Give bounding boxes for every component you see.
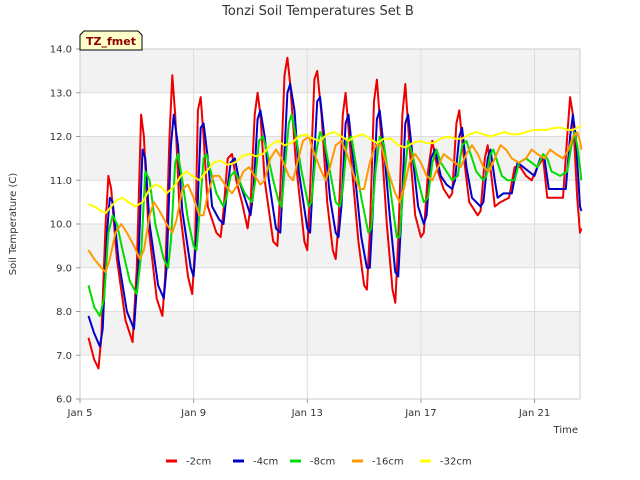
y-tick-label: 9.0 (56, 263, 72, 274)
plot-band (80, 311, 580, 356)
series-lines (87, 56, 583, 370)
plot-area (79, 48, 583, 400)
chart-title: Tonzi Soil Temperatures Set B (221, 4, 414, 19)
y-tick-label: 8.0 (56, 307, 72, 318)
x-tick-label: Jan 21 (518, 408, 550, 419)
x-axis: Jan 5 Jan 9 Jan 13 Jan 17 Jan 21 (67, 399, 550, 419)
x-tick-label: Jan 17 (404, 408, 436, 419)
legend: -2cm -4cm -8cm -16cm -32cm (166, 457, 472, 468)
y-tick-label: 7.0 (56, 351, 72, 362)
plot-band (80, 49, 580, 93)
y-axis: 6.0 7.0 8.0 9.0 10.0 11.0 12.0 13.0 14.0 (50, 45, 80, 406)
x-tick-label: Jan 13 (291, 408, 323, 419)
site-label-background (79, 30, 143, 51)
y-axis-label: Soil Temperature (C) (8, 173, 19, 276)
y-tick-label: 12.0 (50, 132, 72, 143)
x-tick-label: Jan 5 (67, 408, 93, 419)
x-axis-label: Time (553, 425, 578, 436)
y-tick-label: 10.0 (50, 220, 72, 231)
series-line-32cm (88, 124, 582, 215)
plot-bands (80, 49, 580, 356)
legend-label: -16cm (372, 457, 404, 468)
y-tick-label: 14.0 (50, 45, 72, 56)
legend-label: -4cm (253, 457, 278, 468)
legend-label: -8cm (310, 457, 335, 468)
legend-label: -2cm (186, 457, 211, 468)
site-label-box: TZ_fmet (79, 30, 143, 51)
y-tick-label: 13.0 (50, 88, 72, 99)
legend-label: -32cm (440, 457, 472, 468)
y-tick-label: 11.0 (50, 176, 72, 187)
series-line-4cm (87, 83, 583, 348)
site-label: TZ_fmet (86, 35, 136, 48)
y-tick-label: 6.0 (56, 395, 72, 406)
series-line-16cm (87, 131, 583, 274)
x-tick-label: Jan 9 (180, 408, 206, 419)
